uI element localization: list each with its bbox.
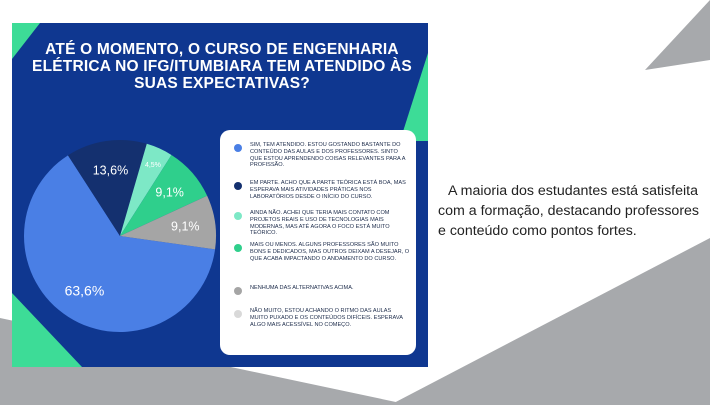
legend-dot-mais-ou-menos xyxy=(234,244,242,252)
legend-text-mais-ou-menos: MAIS OU MENOS. ALGUNS PROFESSORES SÃO MU… xyxy=(250,242,410,262)
pie-labels: 63,6% 13,6% 4,5% 9,1% 9,1% xyxy=(65,162,200,299)
decor-teal-right xyxy=(400,53,428,141)
pie-label-4: 9,1% xyxy=(171,219,200,233)
legend-text-nenhuma: NENHUMA DAS ALTERNATIVAS ACIMA. xyxy=(250,285,354,291)
legend-text-sim: SIM, TEM ATENDIDO. ESTOU GOSTANDO BASTAN… xyxy=(250,142,406,169)
legend-dot-sim xyxy=(234,144,242,152)
gray-triangle-top-right xyxy=(645,0,710,70)
legend-card: SIM, TEM ATENDIDO. ESTOU GOSTANDO BASTAN… xyxy=(220,130,416,355)
legend-dot-nenhuma xyxy=(234,287,242,295)
legend-text-em-parte: EM PARTE. ACHO QUE A PARTE TEÓRICA ESTÁ … xyxy=(250,180,406,200)
decor-teal-top-left xyxy=(12,23,40,59)
decor-teal-bottom-left xyxy=(12,293,82,367)
pie-slice-3 xyxy=(120,154,208,236)
pie-slice-0 xyxy=(24,155,216,332)
legend-dot-ainda-nao xyxy=(234,212,242,220)
legend-dot-em-parte xyxy=(234,182,242,190)
chart-title: ATÉ O MOMENTO, O CURSO DE ENGENHARIA ELÉ… xyxy=(32,41,412,92)
legend-text-nao-muito: NÃO MUITO, ESTOU ACHANDO O RITMO DAS AUL… xyxy=(250,308,403,328)
gray-triangle-right xyxy=(390,238,710,405)
legend-text-ainda-nao: AINDA NÃO. ACHEI QUE TERIA MAIS CONTATO … xyxy=(250,210,390,237)
pie-chart: 63,6% 13,6% 4,5% 9,1% 9,1% xyxy=(12,23,428,367)
pie-slice-2 xyxy=(120,143,172,236)
pie-label-1: 13,6% xyxy=(93,164,128,178)
pie-slices xyxy=(24,140,216,332)
caption-text: A maioria dos estudantes está satisfeita… xyxy=(438,183,700,239)
pie-slice-1 xyxy=(67,140,147,236)
survey-poster: 63,6% 13,6% 4,5% 9,1% 9,1% ATÉ O MOMENTO, O … xyxy=(12,23,428,367)
pie-label-2: 4,5% xyxy=(145,162,161,169)
legend-dot-nao-muito xyxy=(234,310,242,318)
pie-label-3: 9,1% xyxy=(155,186,184,200)
pie-label-0: 63,6% xyxy=(65,283,105,299)
pie-slice-4 xyxy=(120,195,216,250)
